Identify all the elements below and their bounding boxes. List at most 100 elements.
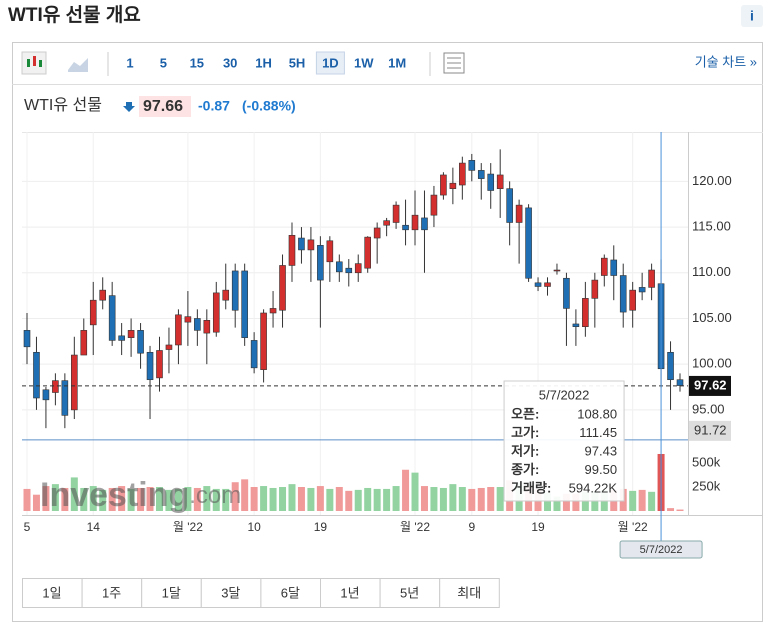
candle-body bbox=[354, 263, 362, 274]
range-button[interactable] bbox=[320, 578, 381, 608]
range-button[interactable] bbox=[379, 578, 441, 608]
interval-button[interactable]: 30 bbox=[223, 55, 237, 70]
candle-body bbox=[33, 351, 40, 399]
volume-bar bbox=[572, 493, 580, 511]
volume-bar bbox=[184, 487, 192, 511]
volume-bar bbox=[127, 488, 135, 511]
info-icon[interactable]: i bbox=[750, 8, 754, 24]
candle-body bbox=[459, 162, 466, 186]
volume-bar bbox=[326, 488, 334, 511]
volume-bar bbox=[203, 486, 211, 511]
volume-tick-label: 250k bbox=[692, 478, 721, 493]
candle-body bbox=[61, 380, 69, 416]
area-icon[interactable] bbox=[68, 58, 88, 72]
candle-icon[interactable] bbox=[21, 51, 47, 75]
range-label[interactable]: 6달 bbox=[281, 585, 300, 600]
info-button[interactable] bbox=[741, 5, 763, 27]
y-tick-label: 100.00 bbox=[692, 356, 732, 371]
volume-bar bbox=[458, 487, 466, 511]
tooltip-label: 오픈: bbox=[511, 406, 539, 421]
x-tick-label: 14 bbox=[87, 520, 101, 534]
tooltip-value: 97.43 bbox=[585, 443, 618, 458]
table-icon[interactable] bbox=[443, 52, 465, 74]
candle-body bbox=[241, 270, 248, 338]
page-title: WTI유 선물 개요 bbox=[8, 4, 141, 26]
candle-body bbox=[222, 289, 230, 301]
range-label[interactable]: 1달 bbox=[162, 585, 181, 600]
candle-body bbox=[525, 207, 532, 279]
interval-button[interactable]: 1H bbox=[255, 55, 272, 70]
candle-body bbox=[326, 240, 334, 263]
candle-body bbox=[127, 330, 135, 338]
range-label[interactable]: 1일 bbox=[42, 585, 61, 600]
tooltip-value: 111.45 bbox=[579, 425, 617, 440]
watermark-suffix: .com bbox=[189, 482, 241, 509]
range-label[interactable]: 1년 bbox=[340, 585, 359, 600]
tooltip-label: 고가: bbox=[511, 425, 539, 440]
volume-bar bbox=[648, 491, 656, 511]
candle-body bbox=[629, 289, 636, 311]
interval-button[interactable]: 5H bbox=[289, 55, 306, 70]
volume-bar bbox=[468, 488, 476, 511]
candle-body bbox=[118, 335, 125, 341]
candle-body bbox=[298, 237, 305, 251]
candle-body bbox=[667, 351, 674, 381]
candle-body bbox=[373, 227, 381, 239]
range-button[interactable] bbox=[260, 578, 321, 608]
y-tick-label: 105.00 bbox=[692, 310, 732, 325]
candle-body bbox=[392, 204, 400, 223]
interval-button[interactable]: 1D bbox=[322, 55, 339, 70]
panel bbox=[12, 42, 763, 622]
candle-body bbox=[345, 267, 353, 274]
interval-button[interactable]: 1W bbox=[354, 55, 374, 70]
range-label[interactable]: 1주 bbox=[102, 585, 121, 600]
candle-body bbox=[610, 259, 618, 276]
candle-body bbox=[52, 380, 59, 393]
interval-button[interactable]: 1 bbox=[126, 55, 133, 70]
candle-body bbox=[175, 314, 182, 346]
technical-chart-link[interactable]: 기술 차트 » bbox=[695, 54, 757, 69]
volume-bar bbox=[307, 487, 315, 511]
interval-button[interactable]: 1M bbox=[388, 55, 406, 70]
volume-tick-label: 500k bbox=[692, 454, 721, 469]
candle-body bbox=[638, 287, 646, 293]
volume-bar bbox=[212, 488, 220, 511]
volume-bar bbox=[279, 487, 287, 511]
range-label[interactable]: 5년 bbox=[400, 585, 419, 600]
candle-body bbox=[619, 275, 627, 313]
volume-bar bbox=[108, 487, 116, 511]
candle-body bbox=[563, 277, 570, 309]
range-button[interactable] bbox=[81, 578, 143, 608]
candle-body bbox=[231, 270, 239, 311]
range-button[interactable] bbox=[439, 578, 500, 608]
price-change: -0.87 bbox=[198, 98, 230, 114]
volume-bar bbox=[297, 487, 305, 511]
volume-bar bbox=[629, 490, 637, 511]
interval-button[interactable]: 15 bbox=[190, 55, 204, 70]
candle-body bbox=[108, 295, 116, 341]
candle-body bbox=[71, 354, 78, 411]
tooltip-label: 종가: bbox=[511, 462, 539, 477]
interval-button[interactable]: 5 bbox=[160, 55, 167, 70]
range-label[interactable]: 3달 bbox=[221, 585, 240, 600]
volume-bar bbox=[449, 484, 457, 511]
volume-bar bbox=[638, 489, 646, 511]
volume-bar bbox=[155, 487, 163, 511]
tooltip-value: 594.22K bbox=[569, 480, 618, 495]
candle-body bbox=[156, 350, 163, 379]
price-change-pct: (-0.88%) bbox=[242, 98, 296, 114]
candle-body bbox=[165, 344, 173, 350]
volume-bar bbox=[477, 487, 485, 511]
candle-body bbox=[23, 330, 31, 348]
volume-bar bbox=[562, 493, 570, 511]
x-tick-label: 월 '22 bbox=[400, 520, 430, 534]
candle-body bbox=[279, 265, 286, 311]
candle-body bbox=[42, 389, 50, 401]
candle-body bbox=[468, 160, 476, 171]
range-label[interactable]: 최대 bbox=[457, 585, 481, 600]
crosshair-date: 5/7/2022 bbox=[640, 544, 683, 556]
volume-bar bbox=[61, 487, 69, 511]
volume-bar bbox=[439, 487, 447, 511]
y-tick-label: 110.00 bbox=[692, 264, 731, 279]
